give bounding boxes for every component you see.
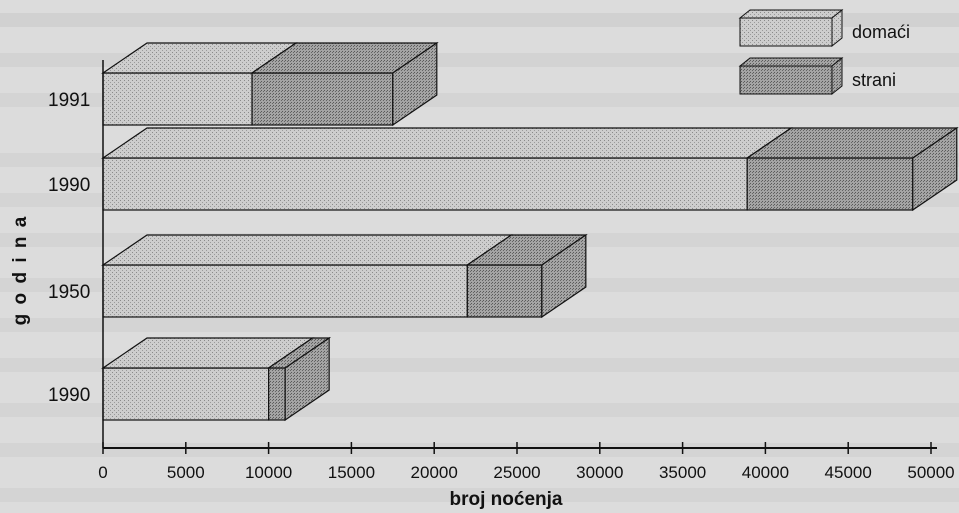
bar-strani-1 [745, 126, 959, 212]
bar-front [102, 72, 253, 126]
x-tick-label: 5000 [167, 463, 205, 482]
x-tick-label: 45000 [825, 463, 872, 482]
bar-side [541, 233, 587, 319]
bar-strani-0 [250, 41, 439, 127]
category-labels: 1991 1990 1950 1990 [48, 90, 90, 406]
legend: domaći strani [738, 8, 910, 96]
x-axis [102, 60, 937, 449]
bar-domaci-3 [101, 337, 315, 421]
x-ticks: 0 5000 10000 15000 20000 25000 30000 35000 40000… [98, 442, 955, 482]
bar-front [102, 157, 748, 211]
bars-group [101, 41, 959, 422]
x-tick-label: 30000 [576, 463, 623, 482]
legend-swatch-side [831, 56, 843, 96]
legend-swatch-top [738, 57, 844, 67]
bar-top [101, 234, 514, 266]
bar-front [102, 367, 270, 421]
legend-item-strani: strani [738, 56, 896, 96]
x-tick-label: 20000 [411, 463, 458, 482]
category-label: 1990 [48, 385, 90, 406]
legend-swatch [739, 65, 833, 95]
category-label: 1991 [48, 90, 90, 111]
bar-front [268, 367, 286, 421]
bar-front [102, 264, 468, 318]
legend-swatch [739, 17, 833, 47]
bar-domaci-1 [101, 127, 794, 211]
bar-top [101, 127, 794, 159]
category-label: 1990 [48, 175, 90, 196]
bar-domaci-2 [101, 234, 514, 318]
legend-swatch-side [831, 8, 843, 48]
x-tick-label: 40000 [742, 463, 789, 482]
bar-strani-2 [465, 233, 588, 319]
y-axis-title: g o d i n a [10, 215, 31, 326]
x-tick-label: 0 [98, 463, 107, 482]
category-label: 1950 [48, 282, 90, 303]
x-tick-label: 10000 [245, 463, 292, 482]
x-tick-label: 15000 [328, 463, 375, 482]
bar-side [392, 41, 438, 127]
x-tick-label: 35000 [659, 463, 706, 482]
legend-label: domaći [852, 22, 910, 42]
legend-label: strani [852, 70, 896, 90]
bar-strani-3 [266, 336, 332, 422]
bar-domaci-0 [101, 42, 298, 126]
bar-side [912, 126, 958, 212]
legend-swatch-top [738, 9, 844, 19]
bar-front [746, 157, 914, 211]
x-axis-title: broj noćenja [450, 489, 563, 510]
x-tick-label: 25000 [493, 463, 540, 482]
x-tick-label: 50000 [907, 463, 954, 482]
bar-front [466, 264, 543, 318]
bar-side [284, 336, 330, 422]
bar-front [251, 72, 394, 126]
legend-item-domaci: domaći [738, 8, 910, 48]
